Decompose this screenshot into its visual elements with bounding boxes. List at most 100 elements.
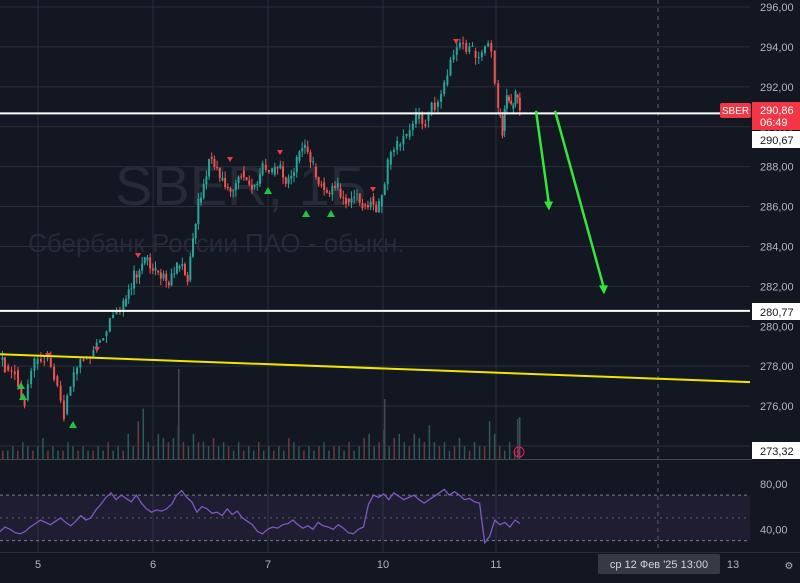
candle-body [484, 46, 487, 53]
volume-bar [242, 450, 245, 459]
candle-body [218, 167, 221, 178]
sell-signal-marker [453, 39, 459, 44]
candle-body [53, 366, 56, 380]
rsi-line [0, 488, 521, 545]
candle-body [183, 264, 186, 275]
candle-body [314, 166, 317, 178]
forecast-arrow[interactable] [553, 110, 606, 289]
candle-body [347, 198, 350, 203]
candle-body [56, 376, 59, 386]
candle-body [186, 274, 189, 282]
candle-body [331, 185, 334, 195]
candle-body [436, 101, 439, 107]
volume-bar [468, 450, 471, 459]
trendline[interactable] [0, 353, 751, 384]
candle-body [154, 267, 157, 271]
volume-bar [443, 442, 446, 459]
price-tick-label: 296,00 [760, 2, 794, 14]
volume-bar [378, 442, 380, 459]
settings-gear-icon[interactable]: ⚙ [785, 561, 794, 572]
time-tick-label: 6 [150, 559, 156, 571]
trend-value-text: 273,32 [760, 446, 794, 458]
candle-body [518, 97, 521, 111]
candle-body [405, 133, 408, 137]
sell-signal-marker [135, 253, 141, 258]
candle-body [138, 270, 141, 278]
trend-value-badge [752, 442, 800, 459]
candle-body [108, 318, 111, 332]
volume-bar [408, 446, 411, 459]
time-tick-label: 7 [265, 559, 271, 571]
candle-body [493, 50, 496, 84]
volume-bar [212, 438, 215, 459]
candle-body [17, 370, 20, 387]
candle-body [282, 166, 285, 178]
price-tick-label: 284,00 [760, 241, 794, 253]
candle-body [36, 358, 39, 365]
candle-body [468, 46, 471, 52]
candle-body [234, 183, 237, 190]
time-tick-label: 5 [35, 559, 41, 571]
volume-bar [232, 450, 235, 459]
volume-bar [453, 446, 456, 459]
candle-body [245, 177, 248, 181]
volume-bar [217, 446, 220, 459]
volume-bar [57, 450, 59, 459]
candle-body [284, 177, 287, 184]
candle-body [267, 169, 270, 173]
volume-bar [473, 442, 476, 459]
candle-body [411, 123, 414, 130]
volume-bar [207, 446, 210, 459]
candle-body [298, 151, 301, 161]
candle-body [449, 59, 452, 76]
volume-bar [373, 446, 375, 459]
time-tick-label: 11 [490, 559, 501, 571]
candle-body [497, 83, 500, 109]
volume-bar [87, 450, 89, 459]
volume-bar [182, 442, 185, 459]
volume-bar [247, 446, 250, 459]
candle-body [355, 193, 358, 195]
volume-bar [293, 442, 295, 459]
volume-bar [157, 433, 160, 459]
candle-body [76, 367, 79, 375]
candle-body [306, 146, 309, 153]
lightning-event-icon[interactable] [513, 446, 525, 458]
candle-body [487, 42, 490, 47]
candle-body [510, 100, 513, 104]
price-tick-label: 280,00 [760, 321, 794, 333]
candle-body [170, 273, 173, 286]
candle-body [175, 262, 178, 274]
last-price-badge [752, 102, 800, 130]
volume-bar [192, 433, 195, 459]
forecast-arrow[interactable] [534, 110, 551, 205]
candle-body [157, 270, 160, 273]
price-tick-label: 292,00 [760, 82, 794, 94]
volume-bar [313, 450, 315, 459]
volume-bar [348, 442, 350, 459]
buy-signal-marker [17, 382, 25, 389]
volume-bar [7, 450, 9, 459]
candle-body [424, 123, 427, 127]
candle-body [389, 151, 392, 165]
candle-body [312, 161, 315, 163]
volume-bar [62, 450, 64, 459]
volume-bar [107, 442, 109, 459]
candle-body [276, 167, 279, 169]
candle-body [130, 288, 133, 290]
candle-body [503, 108, 506, 131]
candle-body [427, 112, 430, 121]
price-axis-bg [752, 0, 800, 578]
volume-bar [488, 421, 491, 459]
candle-body [253, 185, 256, 187]
candle-body [165, 273, 168, 281]
candle-body [192, 238, 194, 257]
candle-body [194, 224, 197, 239]
crosshair-time-label [598, 554, 720, 574]
volume-bar [2, 450, 4, 459]
volume-bar [263, 450, 265, 459]
candle-body [213, 158, 216, 167]
rsi-tick-label: 40,00 [760, 524, 788, 536]
